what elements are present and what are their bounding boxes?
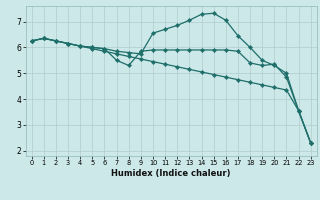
- X-axis label: Humidex (Indice chaleur): Humidex (Indice chaleur): [111, 169, 231, 178]
